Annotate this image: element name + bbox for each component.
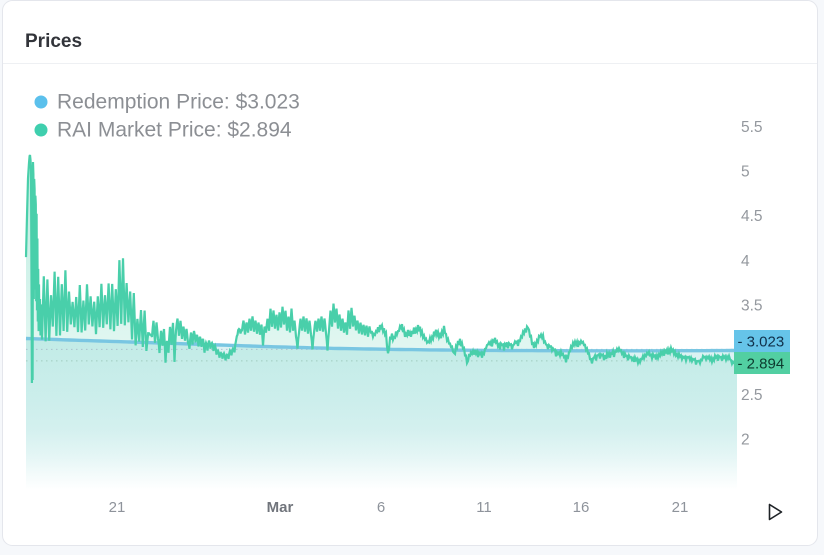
svg-text:6: 6: [377, 499, 385, 516]
svg-text:5.5: 5.5: [741, 119, 763, 136]
svg-text:5: 5: [741, 164, 750, 181]
svg-text:3.5: 3.5: [741, 298, 763, 315]
svg-text:Prices: Prices: [25, 31, 82, 52]
svg-text:21: 21: [672, 499, 689, 516]
svg-text:16: 16: [573, 499, 590, 516]
svg-text:2.5: 2.5: [741, 387, 763, 404]
svg-text:11: 11: [476, 499, 492, 516]
svg-text:4.5: 4.5: [741, 208, 763, 225]
svg-text:Mar: Mar: [267, 499, 294, 516]
svg-text:- 2.894: - 2.894: [738, 355, 785, 372]
svg-text:4: 4: [741, 253, 750, 270]
svg-text:RAI Market Price: $2.894: RAI Market Price: $2.894: [57, 119, 292, 142]
svg-text:- 3.023: - 3.023: [738, 333, 785, 350]
svg-text:Redemption Price: $3.023: Redemption Price: $3.023: [57, 91, 300, 114]
svg-text:2: 2: [741, 432, 750, 449]
svg-text:21: 21: [109, 499, 126, 516]
